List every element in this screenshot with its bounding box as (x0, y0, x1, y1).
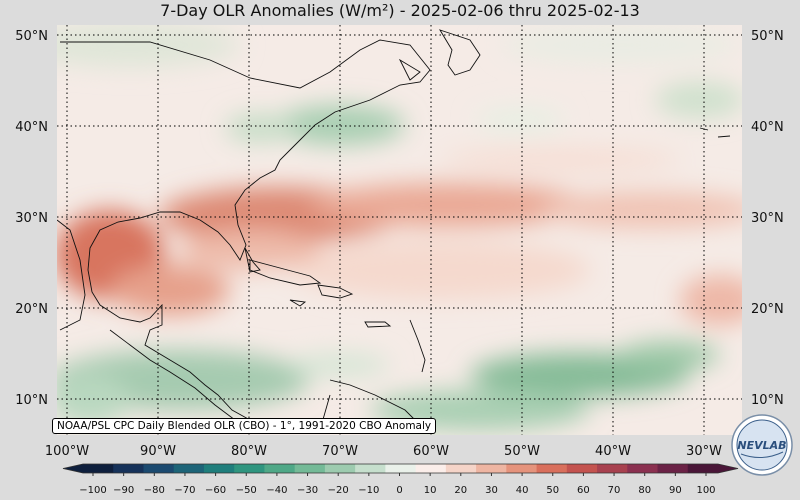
colorbar-tick-label: 30 (485, 485, 498, 496)
colorbar-tick-label: 60 (577, 485, 590, 496)
colorbar-tick-label: 0 (396, 485, 402, 496)
anomaly-field (57, 25, 742, 435)
colorbar-tick-label: −70 (174, 485, 195, 496)
lon-label: 100°W (45, 444, 89, 459)
colorbar-tick-label: −30 (297, 485, 318, 496)
lon-label: 70°W (322, 444, 358, 459)
colorbar-tick-label: −40 (266, 485, 287, 496)
colorbar-tick-label: −100 (79, 485, 106, 496)
colorbar-segment (385, 464, 417, 473)
colorbar-segment (83, 464, 114, 473)
lon-labels: 100°W 90°W 80°W 70°W 60°W 50°W 40°W 30°W (45, 444, 722, 459)
lon-label: 80°W (231, 444, 267, 459)
lon-label: 30°W (686, 444, 722, 459)
colorbar-border (62, 463, 739, 474)
lat-label: 30°N (751, 211, 784, 226)
colorbar-segment (264, 464, 296, 473)
logo-text: NEVLAB (737, 439, 786, 452)
coastlines (57, 29, 731, 431)
colorbar-tick-label: 70 (608, 485, 621, 496)
colorbar-tick-label: 80 (638, 485, 651, 496)
colorbar-segment (415, 464, 447, 473)
map-title: 7-Day OLR Anomalies (W/m²) - 2025-02-06 … (160, 1, 640, 20)
colorbar-segment (234, 464, 265, 473)
colorbar-segment (597, 464, 628, 473)
colorbar-tick-label: −90 (113, 485, 134, 496)
lon-label: 50°W (504, 444, 540, 459)
lat-label: 50°N (15, 29, 48, 44)
lat-label: 10°N (15, 393, 48, 408)
colorbar: −100 −90 −80 −70 −60 −50 −40 −30 −20 −10 0 10 20 30 40… (62, 463, 739, 496)
colorbar-segment (476, 464, 507, 473)
lat-label: 10°N (751, 393, 784, 408)
colorbar-segment (113, 464, 144, 473)
colorbar-segment (143, 464, 175, 473)
logo-globe (736, 419, 788, 471)
lat-labels-right: 50°N 40°N 30°N 20°N 10°N (751, 29, 784, 408)
colorbar-segment (687, 464, 719, 473)
colorbar-tick-label: 20 (454, 485, 467, 496)
lat-label: 20°N (15, 302, 48, 317)
colorbar-tick-label: −20 (328, 485, 349, 496)
colorbar-segment (506, 464, 538, 473)
colorbar-segment (657, 464, 689, 473)
lat-label: 30°N (15, 211, 48, 226)
lat-label: 20°N (751, 302, 784, 317)
colorbar-segment (627, 464, 659, 473)
colorbar-segment (355, 464, 386, 473)
data-source-credit: NOAA/PSL CPC Daily Blended OLR (CBO) - 1… (52, 418, 437, 434)
lat-label: 50°N (751, 29, 784, 44)
graticule (57, 25, 742, 435)
lat-labels-left: 50°N 40°N 30°N 20°N 10°N (15, 29, 48, 408)
colorbar-segment (445, 464, 477, 473)
colorbar-segment (566, 464, 598, 473)
colorbar-tick-label: 50 (546, 485, 559, 496)
colorbar-tick-label: 40 (516, 485, 529, 496)
lat-label: 40°N (15, 120, 48, 135)
colorbar-tick-label: −80 (144, 485, 165, 496)
lon-label: 40°W (595, 444, 631, 459)
colorbar-arrow-low (63, 464, 83, 473)
lab-logo: NEVLAB (731, 414, 793, 476)
colorbar-segment (203, 464, 235, 473)
lon-label: 90°W (140, 444, 176, 459)
colorbar-segment (536, 464, 568, 473)
colorbar-tick-label: 100 (696, 485, 715, 496)
colorbar-segment (173, 464, 205, 473)
colorbar-tick-label: 90 (669, 485, 682, 496)
colorbar-arrow-high (718, 464, 738, 473)
colorbar-tick-label: −10 (358, 485, 379, 496)
colorbar-tick-label: 10 (424, 485, 437, 496)
lat-label: 40°N (751, 120, 784, 135)
colorbar-tick-label: −50 (236, 485, 257, 496)
colorbar-segment (294, 464, 326, 473)
colorbar-segment (324, 464, 356, 473)
neg-anomaly-north (57, 25, 240, 67)
lon-label: 60°W (413, 444, 449, 459)
colorbar-tick-label: −60 (205, 485, 226, 496)
